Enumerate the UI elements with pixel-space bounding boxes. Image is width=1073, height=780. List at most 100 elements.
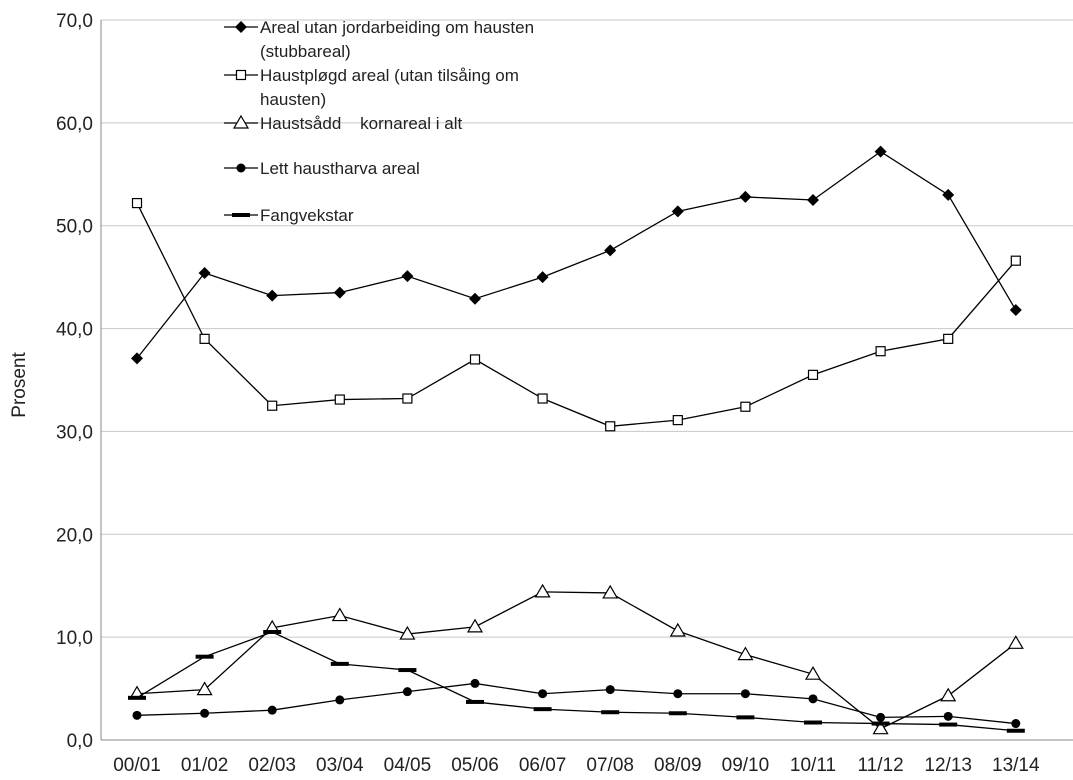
- data-point-circle: [335, 695, 345, 705]
- series-1: [131, 145, 1022, 365]
- data-point-diamond: [1009, 304, 1022, 317]
- legend-item: Haustpløgd areal (utan tilsåing om hauste…: [224, 66, 519, 109]
- x-tick-label: 12/13: [924, 755, 972, 776]
- y-tick-labels: 0,0 10,0 20,0 30,0 40,0 50,0 60,0 70,0: [56, 11, 93, 752]
- x-tick-label: 08/09: [654, 755, 702, 776]
- data-point-square: [740, 401, 751, 412]
- data-point-triangle: [872, 720, 889, 735]
- data-point-diamond: [131, 352, 143, 365]
- data-point-triangle: [534, 583, 551, 598]
- data-point-diamond: [235, 21, 247, 33]
- data-point-square: [605, 421, 616, 432]
- legend-label: Haustsådd kornareal i alt: [260, 114, 462, 133]
- legend-label: Lett haustharva areal: [260, 159, 420, 178]
- data-point-dash: [601, 710, 620, 715]
- data-point-circle: [1011, 719, 1021, 729]
- x-tick-label: 03/04: [316, 755, 364, 776]
- data-point-diamond: [198, 267, 211, 280]
- data-point-diamond: [874, 145, 887, 158]
- y-tick-label: 30,0: [56, 422, 93, 443]
- data-point-diamond: [536, 271, 549, 284]
- data-point-circle: [808, 694, 818, 704]
- y-axis-title: Prosent: [9, 352, 30, 418]
- data-point-circle: [740, 689, 750, 699]
- data-point-triangle: [232, 114, 250, 129]
- x-tick-label: 06/07: [519, 755, 567, 776]
- data-point-triangle: [940, 687, 957, 702]
- series-4: [132, 678, 1021, 729]
- series-line: [136, 591, 1017, 730]
- data-point-triangle: [196, 681, 213, 696]
- data-point-square: [334, 394, 345, 405]
- data-point-circle: [236, 163, 246, 173]
- x-tick-label: 00/01: [113, 755, 161, 776]
- series-3: [128, 583, 1024, 735]
- data-point-circle: [876, 712, 886, 722]
- x-tick-label: 02/03: [248, 755, 296, 776]
- data-point-dash: [533, 707, 552, 712]
- data-point-diamond: [739, 190, 752, 203]
- series-line: [136, 631, 1016, 732]
- x-tick-label: 09/10: [722, 755, 770, 776]
- y-tick-label: 20,0: [56, 525, 93, 546]
- legend-label: (stubbareal): [260, 42, 351, 61]
- data-point-dash: [668, 711, 687, 716]
- series-5: [128, 630, 1025, 733]
- data-point-triangle: [399, 625, 416, 640]
- x-tick-label: 04/05: [384, 755, 432, 776]
- x-tick-label: 07/08: [586, 755, 634, 776]
- data-point-diamond: [942, 188, 955, 201]
- data-point-square: [943, 333, 954, 344]
- data-point-square: [537, 393, 548, 404]
- data-point-square: [469, 354, 481, 365]
- data-point-dash: [195, 654, 214, 659]
- series-group: [128, 145, 1025, 735]
- data-point-diamond: [333, 286, 346, 299]
- x-tick-labels: 00/01 01/02 02/03 03/04 04/05 05/06 06/07 07/08…: [113, 755, 1040, 776]
- data-point-square: [402, 393, 413, 404]
- axes: [100, 20, 1073, 741]
- data-point-circle: [132, 710, 142, 720]
- data-point-diamond: [671, 205, 684, 218]
- legend-item: Lett haustharva areal: [224, 159, 420, 178]
- legend-label: Haustpløgd areal (utan tilsåing om: [260, 66, 519, 85]
- legend-item: Areal utan jordarbeiding om hausten (stub…: [224, 18, 534, 61]
- data-point-circle: [538, 689, 548, 699]
- data-point-square: [131, 197, 143, 209]
- data-point-dash: [939, 722, 958, 727]
- data-point-dash: [128, 695, 146, 700]
- data-point-triangle: [602, 584, 619, 599]
- y-tick-label: 70,0: [56, 11, 93, 32]
- data-point-triangle: [466, 618, 484, 633]
- x-tick-label: 05/06: [451, 755, 499, 776]
- data-point-dash: [1006, 728, 1025, 733]
- data-point-triangle: [737, 646, 754, 661]
- legend-label: hausten): [260, 90, 326, 109]
- data-point-square: [199, 333, 210, 344]
- series-line: [136, 202, 1017, 427]
- data-point-dash: [232, 213, 250, 217]
- y-tick-label: 40,0: [56, 320, 93, 341]
- legend-label: Areal utan jordarbeiding om hausten: [260, 18, 534, 37]
- data-point-triangle: [331, 607, 348, 622]
- legend-item: Haustsådd kornareal i alt: [224, 114, 462, 133]
- x-tick-label: 10/11: [790, 755, 836, 776]
- data-point-circle: [200, 708, 210, 718]
- data-point-circle: [470, 678, 480, 688]
- data-point-square: [267, 400, 278, 411]
- series-2: [131, 197, 1021, 432]
- x-tick-label: 11/12: [858, 755, 904, 776]
- data-point-triangle: [804, 665, 822, 680]
- data-point-diamond: [401, 270, 414, 283]
- data-point-circle: [605, 685, 615, 695]
- data-point-diamond: [604, 244, 617, 257]
- data-point-triangle: [669, 622, 686, 637]
- data-point-diamond: [266, 289, 279, 302]
- series-line: [136, 150, 1017, 359]
- legend-item: Fangvekstar: [224, 206, 354, 225]
- data-point-dash: [263, 630, 282, 634]
- data-point-circle: [402, 687, 412, 697]
- data-point-square: [807, 369, 819, 380]
- gridlines: [101, 19, 1073, 638]
